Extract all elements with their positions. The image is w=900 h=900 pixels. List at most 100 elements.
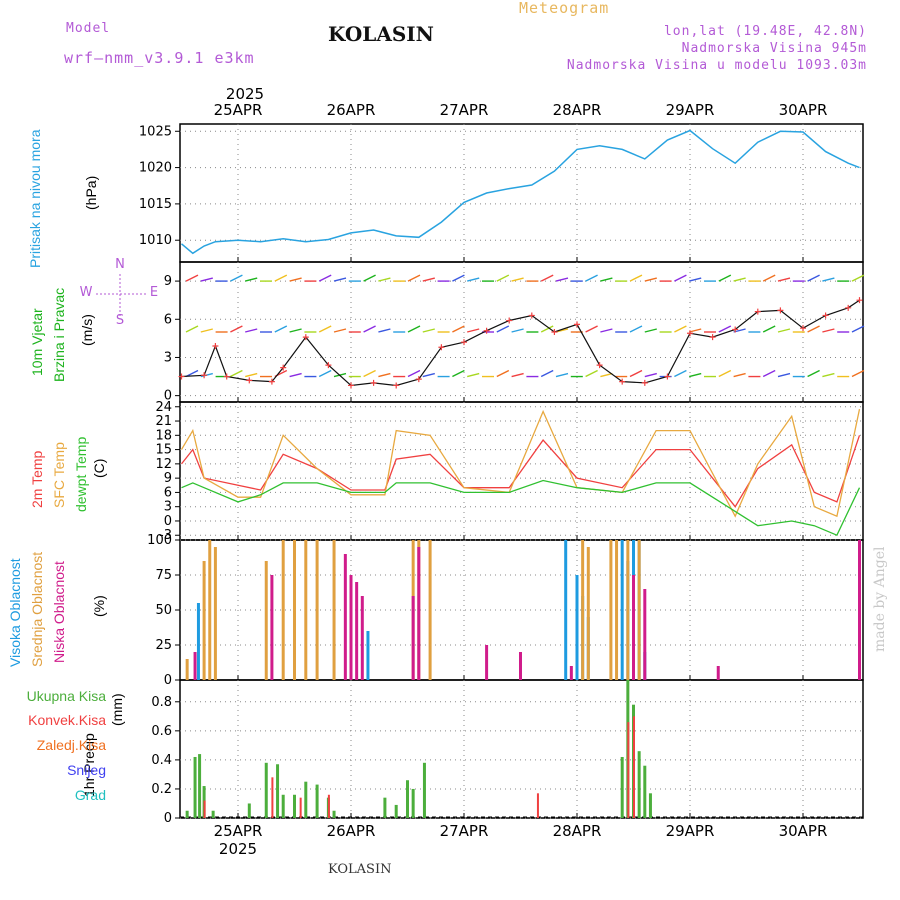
mid-cloud-bar — [304, 540, 308, 680]
high-cloud-bar — [575, 575, 579, 680]
wind-barb — [378, 328, 391, 333]
precip-ytick-label: 0.4 — [151, 753, 172, 768]
total-precip-bar — [648, 793, 652, 818]
low-cloud-bar — [360, 596, 364, 680]
wind-barb — [422, 328, 435, 333]
elevation-label: Nadmorska Visina 945m — [681, 41, 867, 56]
total-precip-bar — [643, 765, 647, 818]
wind-barb — [318, 369, 332, 378]
mid-cloud-bar — [332, 540, 336, 680]
convective-precip-bar — [271, 777, 274, 818]
wind-barb — [363, 274, 376, 282]
date-bottom-5: 30APR — [778, 822, 828, 840]
pressure-ytick-label: 1010 — [139, 233, 172, 248]
wind-barb — [200, 277, 213, 282]
wind-gust-marker — [596, 362, 603, 369]
wind-barb — [629, 274, 643, 282]
mid-cloud-bar — [637, 540, 641, 680]
wind-barb — [289, 328, 302, 333]
low-cloud-bar — [411, 596, 415, 680]
total-precip-bar — [293, 794, 296, 818]
mid-cloud-bar — [281, 540, 285, 680]
wind-barb — [274, 274, 288, 282]
date-top-3: 28APR — [552, 101, 602, 119]
wind-gust-marker — [223, 373, 230, 380]
date-bottom-2: 27APR — [439, 822, 489, 840]
total-precip-bar — [383, 797, 387, 818]
precip-ytick-label: 0 — [164, 811, 172, 826]
wind-gust-marker — [856, 297, 863, 304]
wind-barb — [185, 369, 199, 378]
mid-cloud-bar — [208, 540, 212, 680]
wind-ytick-label: 6 — [164, 312, 172, 327]
total-precip-bar — [394, 804, 398, 818]
model-label: Model — [66, 21, 111, 36]
wind-barb — [822, 277, 835, 282]
wind-barb — [644, 328, 657, 333]
coords-label: lon,lat (19.48E, 42.8N) — [663, 24, 867, 39]
wind-barb — [318, 325, 332, 333]
high-cloud-bar — [564, 540, 568, 680]
legend-convective: Konvek.Kisa — [28, 712, 106, 728]
wind-barb — [629, 369, 643, 378]
wind-gust-marker — [845, 304, 852, 311]
wind-barb — [289, 372, 302, 378]
wind-barb — [511, 372, 524, 378]
low-cloud-bar — [349, 575, 353, 680]
mid-cloud-bar — [315, 540, 319, 680]
wind-barb — [200, 328, 213, 333]
wind-barb — [822, 372, 835, 378]
wind-gust-marker — [393, 382, 400, 389]
low-cloud-bar — [569, 666, 573, 680]
mid-cloud-bar — [264, 561, 268, 680]
legend-snow: Snijeg — [67, 762, 106, 778]
wind-barb — [600, 372, 613, 378]
wind-gust-marker — [212, 343, 219, 349]
wind-frame — [179, 261, 864, 403]
wind-gust-marker — [732, 326, 739, 333]
year-top: 2025 — [225, 85, 265, 103]
high-cloud-bar — [366, 631, 370, 680]
wind-barb — [822, 328, 835, 333]
wind-barb — [511, 277, 524, 282]
convective-precip-bar — [633, 716, 635, 818]
temp-ytick-label: 0 — [164, 514, 172, 529]
date-top-1: 26APR — [326, 101, 376, 119]
low-cloud-bar — [417, 547, 421, 680]
wind-barb — [496, 369, 510, 378]
wind-barb — [511, 328, 524, 333]
wind-barb — [733, 372, 746, 378]
wind-gust-marker — [201, 372, 208, 379]
low-cloud-bar — [858, 540, 861, 680]
precip-ytick-label: 0.8 — [151, 695, 172, 710]
total-precip-bar — [406, 780, 409, 818]
cloud-panel: 0 25 50 75 100 — [147, 533, 864, 688]
wind-barb — [733, 277, 746, 282]
date-top-0: 25APR — [213, 101, 263, 119]
wind-barb — [689, 328, 702, 333]
cloud-ytick-label: 50 — [155, 603, 172, 618]
year-bottom: 2025 — [218, 840, 258, 858]
cloud-ytick-label: 100 — [147, 533, 172, 548]
wind-gust-marker — [246, 377, 253, 384]
total-precip-bar — [411, 788, 415, 818]
wind-barb — [807, 274, 820, 282]
temp2m-line — [180, 435, 861, 508]
wind-barb — [333, 277, 347, 282]
wind-gust-marker — [754, 308, 761, 315]
wind-gust-marker — [325, 362, 332, 369]
total-precip-bar — [247, 803, 251, 818]
temp-ytick-label: 21 — [155, 414, 172, 429]
wind-barb — [245, 277, 258, 282]
total-precip-bar — [281, 794, 285, 818]
wind-gust-marker — [709, 334, 716, 341]
wind-gust-marker — [483, 327, 490, 334]
wind-barb — [363, 325, 376, 333]
wind-barb — [467, 328, 480, 333]
legend-hail: Grad — [74, 787, 106, 803]
wind-barb — [540, 369, 554, 378]
wind-barb — [777, 372, 791, 378]
pressure-frame — [179, 123, 864, 263]
